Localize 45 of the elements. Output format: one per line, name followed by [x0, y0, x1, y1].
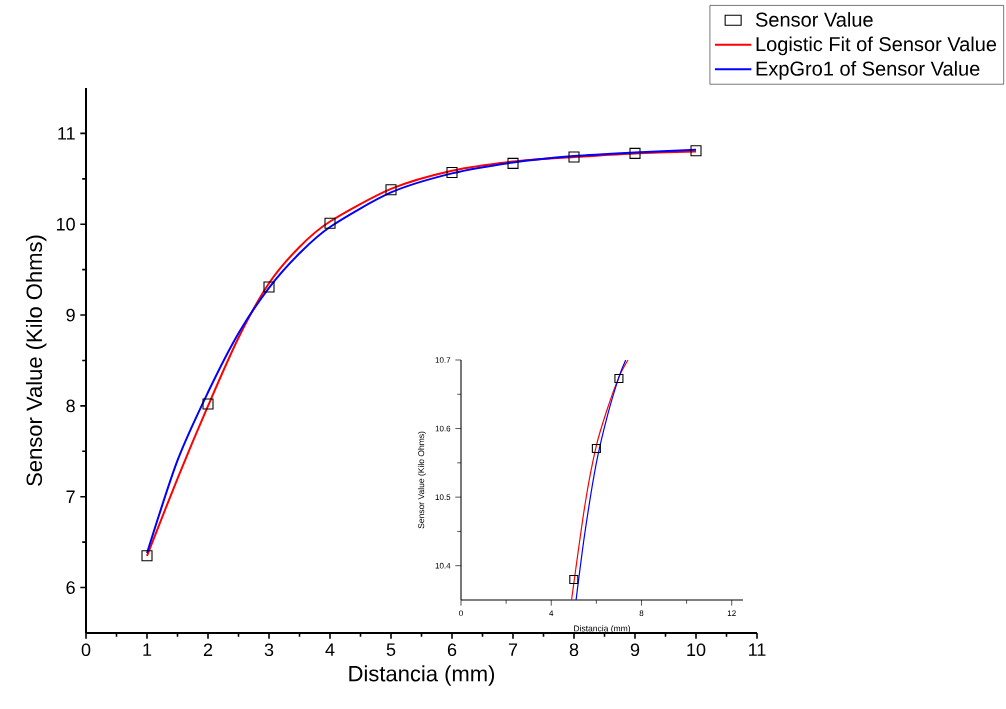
point [591, 443, 601, 453]
point [568, 151, 580, 163]
y-tick-label: 6 [66, 581, 75, 594]
x-tick-label: 0 [459, 610, 463, 617]
x-axis-title: Distancia (mm) [349, 665, 495, 686]
point [690, 145, 702, 157]
x-tick-label: 11 [749, 643, 766, 656]
point [385, 184, 397, 196]
x-tick-label: 1 [143, 643, 152, 656]
point [141, 550, 153, 562]
x-tick-label: 4 [325, 643, 335, 656]
point [446, 166, 458, 179]
legend-label: Sensor Value [755, 12, 873, 27]
y-tick-label: 10.6 [435, 425, 451, 432]
y-axis-title: Sensor Value (Kilo Ohms) [25, 235, 47, 486]
x-tick-label: 4 [549, 610, 554, 616]
y-tick-label: 11 [58, 127, 75, 140]
x-axis-title: Distancia (mm) [574, 625, 631, 634]
point [629, 147, 641, 159]
x-tick-label: 9 [630, 643, 640, 657]
point [507, 157, 519, 169]
y-tick-label: 10.4 [435, 562, 451, 569]
x-tick-label: 7 [508, 643, 518, 656]
x-tick-label: 8 [569, 643, 579, 657]
x-tick-label: 8 [639, 610, 644, 617]
x-tick-label: 2 [203, 643, 213, 656]
y-tick-label: 10.7 [435, 357, 451, 363]
point [202, 398, 214, 410]
x-tick-label: 3 [264, 643, 274, 657]
point [569, 574, 579, 584]
legend-label: ExpGro1 of Sensor Value [756, 61, 980, 80]
x-tick-label: 0 [81, 643, 91, 657]
point [614, 373, 624, 384]
y-tick-label: 7 [66, 490, 75, 503]
y-tick-label: 10.5 [435, 494, 451, 500]
x-tick-label: 12 [727, 610, 736, 616]
y-tick-label: 9 [66, 308, 75, 322]
point [324, 217, 336, 229]
legend-label: Logistic Fit of Sensor Value [756, 36, 997, 56]
point [263, 281, 275, 293]
y-tick-label: 10 [56, 217, 75, 231]
y-tick-label: 8 [66, 399, 75, 413]
y-axis-title: Sensor Value (Kilo Ohms) [417, 431, 426, 529]
x-tick-label: 10 [687, 643, 706, 657]
x-tick-label: 5 [386, 643, 396, 656]
